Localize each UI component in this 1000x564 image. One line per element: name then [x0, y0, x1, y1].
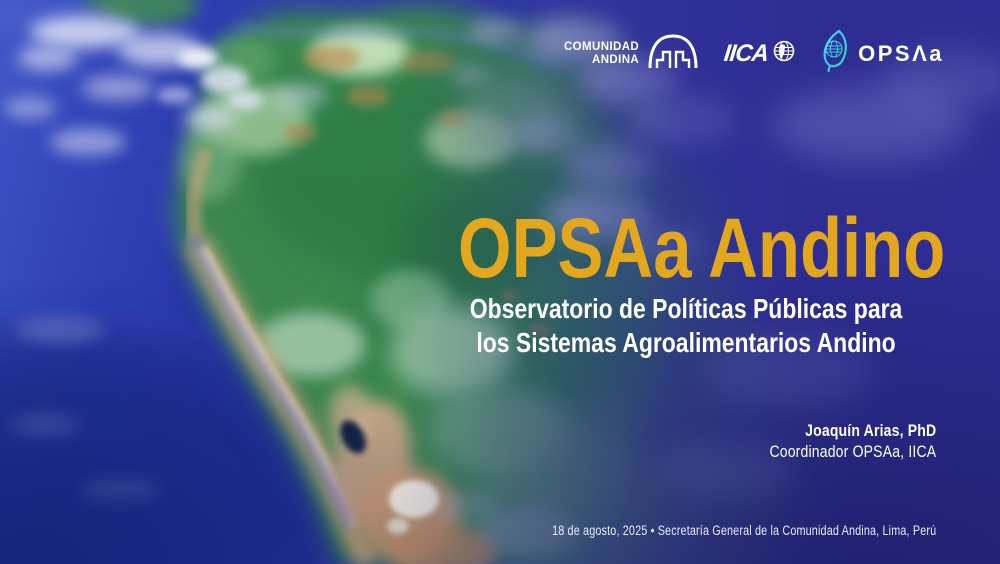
presenter-role: Coordinador OPSAa, IICA	[769, 443, 936, 461]
slide-subtitle: Observatorio de Políticas Públicas para …	[458, 292, 914, 360]
andina-label: ANDINA	[592, 53, 640, 66]
subtitle-line-1: Observatorio de Políticas Públicas para	[469, 293, 903, 324]
logo-opsaa: OPSΛa	[820, 29, 944, 78]
presenter-block: Joaquín Arias, PhD Coordinador OPSAa, II…	[769, 421, 936, 463]
headline-block: OPSAa Andino Observatorio de Políticas P…	[458, 201, 946, 360]
event-footer: 18 de agosto, 2025 • Secretaría General …	[551, 523, 936, 538]
opsaa-wordmark: OPSΛa	[858, 40, 944, 66]
iica-wordmark: IICA	[722, 39, 770, 67]
logo-iica: IICA	[722, 39, 795, 68]
subtitle-line-2: los Sistemas Agroalimentarios Andino	[476, 327, 896, 358]
presenter-name: Joaquín Arias, PhD	[804, 422, 936, 440]
leaf-globe-icon	[820, 29, 850, 78]
comunidad-andina-wordmark: COMUNIDAD ANDINA	[564, 41, 639, 66]
logo-bar: COMUNIDAD ANDINA IICA	[564, 29, 944, 78]
comunidad-label: COMUNIDAD	[563, 41, 640, 53]
andean-arch-icon	[647, 32, 699, 75]
logo-comunidad-andina: COMUNIDAD ANDINA	[564, 32, 699, 75]
americas-globe-icon	[773, 40, 795, 67]
slide-title: OPSAa Andino	[458, 201, 946, 295]
